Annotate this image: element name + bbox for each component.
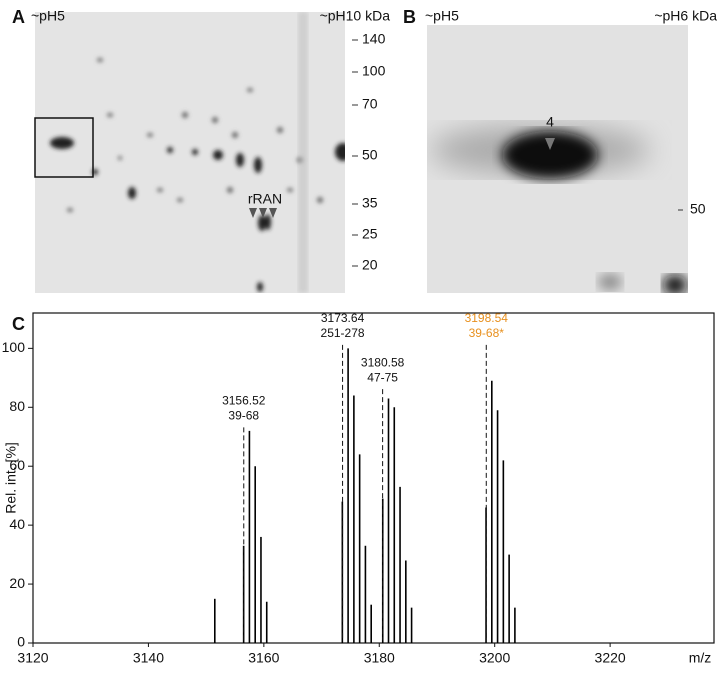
y-tick-label: 20 <box>9 575 25 591</box>
ph-right: ~pH10 kDa <box>320 8 391 24</box>
ph-left: ~pH5 <box>31 8 65 24</box>
x-tick-label: 3140 <box>133 650 164 666</box>
annotation-range: 39-68 <box>228 409 259 423</box>
mw-label: 50 <box>690 201 706 217</box>
y-tick-label: 100 <box>2 339 26 355</box>
gel-b <box>427 25 688 293</box>
spot-label: 4 <box>546 114 554 130</box>
mw-label: 50 <box>362 147 378 163</box>
y-axis-label: Rel. int. [%] <box>3 442 19 514</box>
annotation-mz: 3198.54 <box>465 311 509 325</box>
annotation-range: 47-75 <box>367 370 398 384</box>
y-tick-label: 40 <box>9 516 25 532</box>
mw-label: 70 <box>362 96 378 112</box>
marker-arrows <box>249 208 277 218</box>
mw-label: 20 <box>362 257 378 273</box>
annotation-mz: 3156.52 <box>222 394 266 408</box>
x-tick-label: 3160 <box>248 650 279 666</box>
ph-left: ~pH5 <box>425 8 459 24</box>
annotation-range: 39-68* <box>469 326 505 340</box>
x-tick-label: 3220 <box>595 650 626 666</box>
highlight-box <box>34 117 94 178</box>
plot-frame <box>32 312 715 644</box>
gel-a <box>35 12 345 293</box>
ph-right: ~pH6 kDa <box>654 8 717 24</box>
y-tick-label: 80 <box>9 398 25 414</box>
marker-label: rRAN <box>248 191 282 207</box>
spot-arrow <box>545 138 555 150</box>
annotation-mz: 3180.58 <box>361 355 405 369</box>
panel-label: A <box>12 7 25 27</box>
panel-label: C <box>12 314 25 334</box>
y-tick-label: 0 <box>17 634 25 650</box>
mw-label: 100 <box>362 63 386 79</box>
x-tick-label: 3120 <box>17 650 48 666</box>
x-tick-label: 3200 <box>479 650 510 666</box>
annotation-range: 251-278 <box>321 326 365 340</box>
x-tick-label: 3180 <box>364 650 395 666</box>
annotation-mz: 3173.64 <box>321 311 365 325</box>
x-axis-label: m/z <box>689 650 712 666</box>
mw-label: 35 <box>362 195 378 211</box>
mw-label: 140 <box>362 31 386 47</box>
y-tick-label: 60 <box>9 457 25 473</box>
mw-label: 25 <box>362 226 378 242</box>
panel-label: B <box>403 7 416 27</box>
